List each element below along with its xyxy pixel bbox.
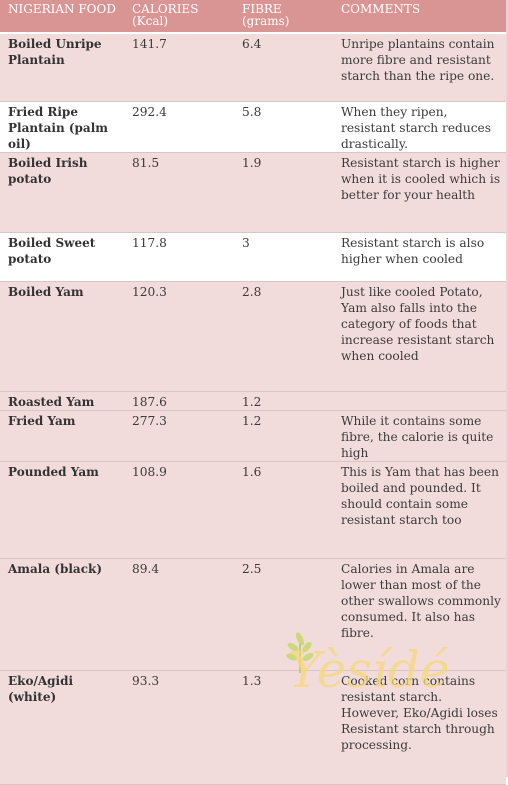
header-food: NIGERIAN FOOD: [0, 0, 124, 34]
calories-value: 108.9: [124, 461, 234, 559]
comment-text: Resistant starch is higher when it is co…: [333, 152, 506, 233]
food-name: Fried Yam: [0, 410, 124, 462]
table-row: Boiled Irish potato 81.5 1.9 Resistant s…: [0, 152, 506, 233]
comment-text: Calories in Amala are lower than most of…: [333, 558, 506, 671]
table-row: Amala (black) 89.4 2.5 Calories in Amala…: [0, 558, 506, 671]
calories-value: 292.4: [124, 101, 234, 153]
table-row: Pounded Yam 108.9 1.6 This is Yam that h…: [0, 461, 506, 559]
calories-value: 81.5: [124, 152, 234, 233]
food-name: Amala (black): [0, 558, 124, 671]
fibre-value: 1.2: [234, 410, 333, 462]
comment-text: Unripe plantains contain more fibre and …: [333, 33, 506, 102]
calories-value: 141.7: [124, 33, 234, 102]
header-comments: COMMENTS: [333, 0, 506, 34]
table-row: Boiled Sweet potato 117.8 3 Resistant st…: [0, 232, 506, 282]
comment-text: [333, 391, 506, 411]
comment-text: Cooked corn contains resistant starch. H…: [333, 670, 506, 785]
header-fibre: FIBRE (grams): [234, 0, 333, 34]
header-calories: CALORIES (Kcal): [124, 0, 234, 34]
fibre-value: 6.4: [234, 33, 333, 102]
right-border: [506, 0, 508, 777]
table-row: Boiled Yam 120.3 2.8 Just like cooled Po…: [0, 281, 506, 392]
calories-value: 89.4: [124, 558, 234, 671]
food-name: Boiled Unripe Plantain: [0, 33, 124, 102]
fibre-value: 5.8: [234, 101, 333, 153]
fibre-value: 3: [234, 232, 333, 282]
calories-value: 117.8: [124, 232, 234, 282]
comment-text: Just like cooled Potato, Yam also falls …: [333, 281, 506, 392]
fibre-value: 1.3: [234, 670, 333, 785]
food-name: Roasted Yam: [0, 391, 124, 411]
fibre-value: 1.6: [234, 461, 333, 559]
calories-value: 187.6: [124, 391, 234, 411]
table-header-row: NIGERIAN FOOD CALORIES (Kcal) FIBRE (gra…: [0, 0, 506, 34]
table-row: Fried Yam 277.3 1.2 While it contains so…: [0, 410, 506, 462]
food-name: Boiled Yam: [0, 281, 124, 392]
table-row: Boiled Unripe Plantain 141.7 6.4 Unripe …: [0, 33, 506, 102]
food-name: Boiled Sweet potato: [0, 232, 124, 282]
table-row: Fried Ripe Plantain (palm oil) 292.4 5.8…: [0, 101, 506, 153]
fibre-value: 2.5: [234, 558, 333, 671]
table-row: Roasted Yam 187.6 1.2: [0, 391, 506, 411]
calories-value: 120.3: [124, 281, 234, 392]
calories-value: 93.3: [124, 670, 234, 785]
food-name: Fried Ripe Plantain (palm oil): [0, 101, 124, 153]
food-name: Eko/Agidi (white): [0, 670, 124, 785]
comment-text: When they ripen, resistant starch reduce…: [333, 101, 506, 153]
calories-value: 277.3: [124, 410, 234, 462]
comment-text: Resistant starch is also higher when coo…: [333, 232, 506, 282]
food-name: Pounded Yam: [0, 461, 124, 559]
fibre-value: 1.2: [234, 391, 333, 411]
fibre-value: 2.8: [234, 281, 333, 392]
table-row: Eko/Agidi (white) 93.3 1.3 Cooked corn c…: [0, 670, 506, 785]
comment-text: This is Yam that has been boiled and pou…: [333, 461, 506, 559]
fibre-value: 1.9: [234, 152, 333, 233]
food-name: Boiled Irish potato: [0, 152, 124, 233]
comment-text: While it contains some fibre, the calori…: [333, 410, 506, 462]
